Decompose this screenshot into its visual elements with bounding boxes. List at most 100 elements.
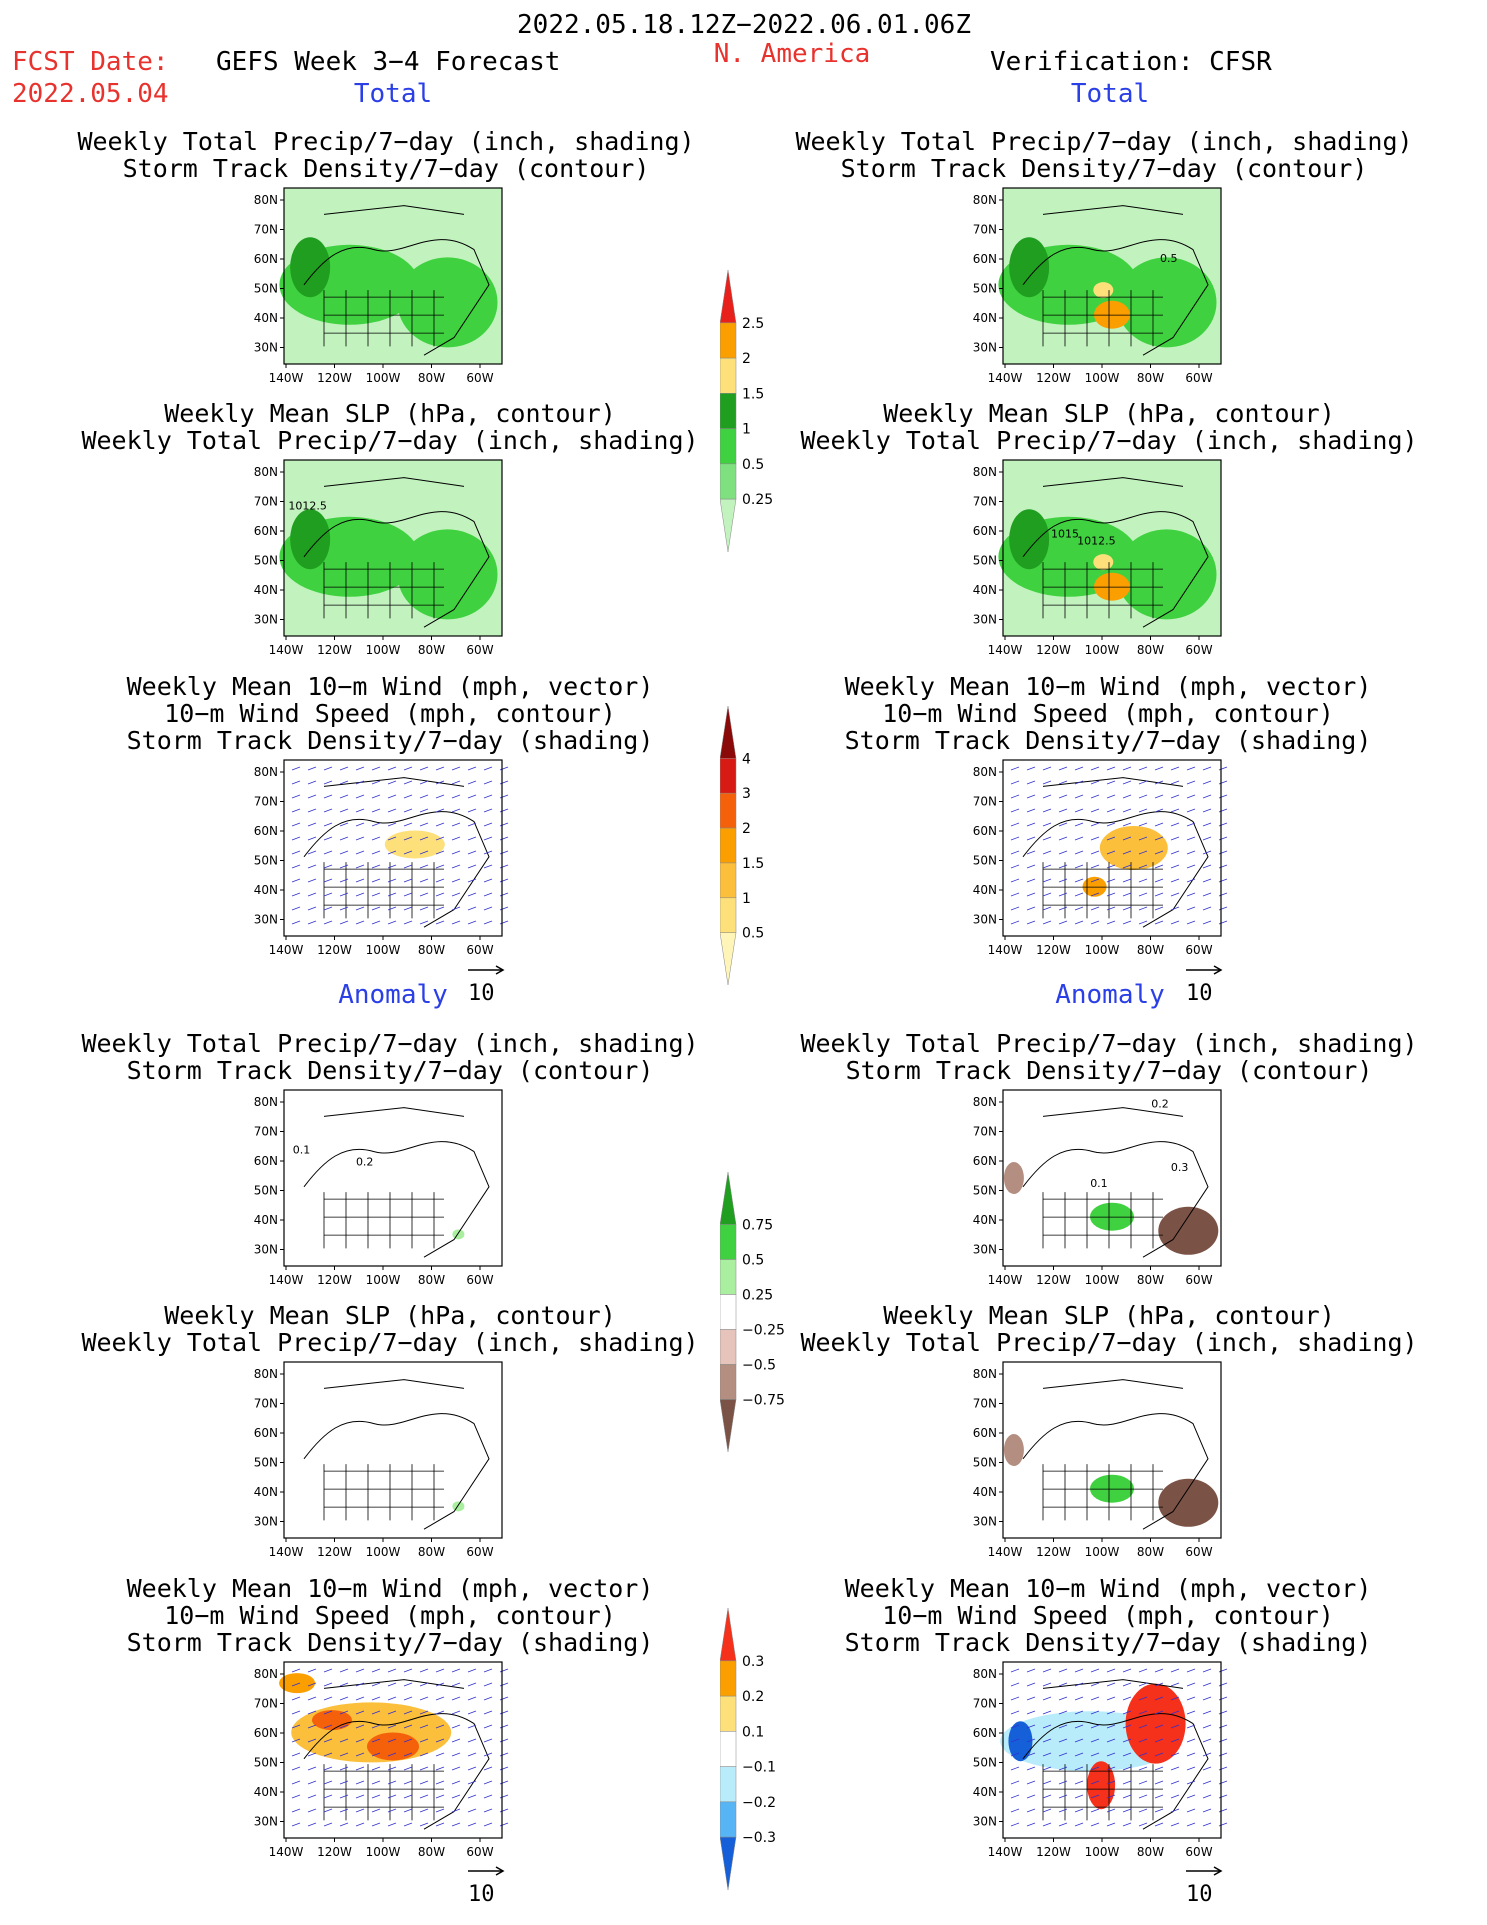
title-anom-slp-left: Weekly Mean SLP (hPa, contour) Weekly To… xyxy=(81,1302,698,1356)
lat-label: 50N xyxy=(973,282,997,296)
title-line: Weekly Mean 10−m Wind (mph, vector) xyxy=(126,1574,654,1603)
colorbar-swatch xyxy=(719,897,737,933)
precip-shading xyxy=(1094,572,1130,601)
title-line: 10−m Wind Speed (mph, contour) xyxy=(882,699,1334,728)
track-shading xyxy=(1082,876,1107,897)
lat-label: 70N xyxy=(254,795,278,809)
lon-label: 140W xyxy=(988,943,1023,957)
lon-label: 80W xyxy=(1137,1845,1164,1859)
lon-label: 80W xyxy=(418,1545,445,1559)
state-borders xyxy=(1042,562,1163,619)
colorbar-label: 0.5 xyxy=(742,1253,764,1269)
coastline xyxy=(1022,477,1209,628)
lat-label: 40N xyxy=(973,311,997,325)
map-frame xyxy=(1002,1361,1222,1539)
lat-label: 80N xyxy=(973,765,997,779)
title-total-slp-left: Weekly Mean SLP (hPa, contour) Weekly To… xyxy=(81,400,698,454)
lon-label: 80W xyxy=(1137,1273,1164,1287)
lon-label: 60W xyxy=(466,1545,493,1559)
colorbar-svg: 4 3 2 1.5 1 0.5 xyxy=(719,705,764,986)
lat-label: 40N xyxy=(973,1485,997,1499)
map-frame xyxy=(1002,1089,1222,1267)
colorbar-swatch xyxy=(719,357,737,394)
precip-shading xyxy=(397,257,498,348)
lon-label: 140W xyxy=(988,1845,1023,1859)
coastline xyxy=(303,477,490,628)
anom-track-shading xyxy=(279,1673,316,1694)
colorbar-label: 1 xyxy=(742,891,751,907)
lon-label: 60W xyxy=(1185,1545,1212,1559)
colorbar-swatch xyxy=(719,862,737,899)
title-total-wind-right: Weekly Mean 10−m Wind (mph, vector) 10−m… xyxy=(845,673,1372,754)
lon-label: 60W xyxy=(1185,643,1212,657)
lat-label: 70N xyxy=(973,495,997,509)
vector-ref-anom-left: 10 xyxy=(466,1863,506,1907)
anom-track-shading xyxy=(1008,1721,1033,1762)
lat-label: 40N xyxy=(254,583,278,597)
lon-label: 60W xyxy=(466,643,493,657)
lat-label: 60N xyxy=(254,1426,278,1440)
anom-shading xyxy=(452,1501,465,1512)
lat-label: 80N xyxy=(973,465,997,479)
map-panel-total-precip-left: 80N 70N 60N 50N 40N 30N 140W 120W 100W 80W 60W xyxy=(240,180,518,394)
contour-label: 1012.5 xyxy=(1077,534,1116,547)
map-background xyxy=(284,1362,502,1538)
precip-shading xyxy=(1093,282,1114,299)
colorbar-label: −0.2 xyxy=(742,1795,776,1811)
contour-label: 1012.5 xyxy=(288,499,327,512)
title-line: Weekly Mean SLP (hPa, contour) xyxy=(883,399,1335,428)
vector-ref-label: 10 xyxy=(1186,981,1213,1006)
lat-label: 70N xyxy=(973,1397,997,1411)
map-svg: 80N 70N 60N 50N 40N 30N 140W 120W 100W 80W 60W xyxy=(973,1661,1228,1859)
anom-track-shading xyxy=(367,1732,419,1761)
lon-label: 140W xyxy=(269,1545,304,1559)
lon-label: 120W xyxy=(317,643,352,657)
colorbar-swatch xyxy=(719,1836,737,1891)
map-svg: 80N 70N 60N 50N 40N 30N 140W 120W 100W 80W 60W 0.1 0… xyxy=(254,1089,503,1287)
title-line: Weekly Total Precip/7−day (inch, shading… xyxy=(800,1328,1418,1357)
lat-label: 80N xyxy=(254,465,278,479)
colorbar-label: 2 xyxy=(742,821,751,837)
map-panel-anom-wind-right: 80N 70N 60N 50N 40N 30N 140W 120W 100W 80W 60W xyxy=(959,1654,1237,1868)
lon-label: 120W xyxy=(1036,1545,1071,1559)
region-title: N. America xyxy=(713,39,871,69)
colorbar-swatch xyxy=(719,1695,737,1732)
lat-label: 30N xyxy=(973,1815,997,1829)
vector-ref-anom-right: 10 xyxy=(1184,1863,1224,1907)
precip-shading xyxy=(290,509,331,570)
lat-label: 50N xyxy=(254,282,278,296)
colorbar-label: 1 xyxy=(742,422,751,438)
lat-label: 70N xyxy=(254,223,278,237)
coastline xyxy=(303,1679,490,1830)
lon-label: 120W xyxy=(1036,1273,1071,1287)
lon-label: 140W xyxy=(988,371,1023,385)
lon-label: 80W xyxy=(418,1273,445,1287)
title-line: Weekly Mean 10−m Wind (mph, vector) xyxy=(844,672,1372,701)
fcst-date-label: FCST Date: xyxy=(12,47,169,77)
colorbar-swatch xyxy=(719,758,737,794)
lat-label: 40N xyxy=(973,1213,997,1227)
lat-label: 60N xyxy=(973,824,997,838)
title-anom-precip-right: Weekly Total Precip/7−day (inch, shading… xyxy=(800,1030,1417,1084)
title-line: 10−m Wind Speed (mph, contour) xyxy=(164,699,616,728)
state-borders xyxy=(1042,1192,1163,1249)
title-total-precip-right: Weekly Total Precip/7−day (inch, shading… xyxy=(795,128,1412,182)
title-line: Storm Track Density/7−day (shading) xyxy=(126,1628,654,1657)
lon-label: 140W xyxy=(269,643,304,657)
colorbar-swatch xyxy=(719,1364,737,1400)
lon-label: 140W xyxy=(269,943,304,957)
anom-shading xyxy=(1158,1206,1219,1255)
precip-shading xyxy=(290,237,331,298)
lat-label: 50N xyxy=(973,1456,997,1470)
lat-label: 60N xyxy=(254,524,278,538)
lat-label: 70N xyxy=(973,1125,997,1139)
title-line: Weekly Total Precip/7−day (inch, shading… xyxy=(800,1029,1418,1058)
lon-label: 120W xyxy=(317,1273,352,1287)
colorbar-label: 2 xyxy=(742,351,751,367)
lon-label: 60W xyxy=(1185,1845,1212,1859)
colorbar-swatch xyxy=(719,393,737,429)
colorbar-swatch xyxy=(719,1399,737,1453)
lon-label: 60W xyxy=(466,1845,493,1859)
lat-label: 40N xyxy=(254,883,278,897)
lat-label: 50N xyxy=(254,554,278,568)
